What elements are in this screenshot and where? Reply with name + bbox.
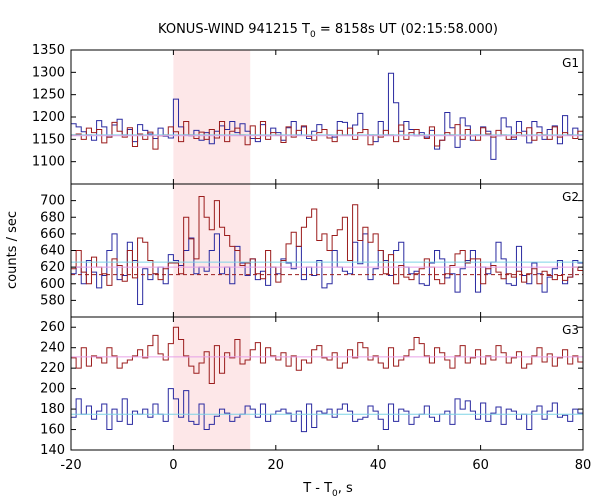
panel-label-g3: G3 <box>562 323 579 337</box>
x-axis-label: T - T0, s <box>302 481 353 499</box>
y-tick-label: 200 <box>40 382 65 397</box>
y-tick-label: 240 <box>40 341 65 356</box>
y-tick-label: 260 <box>40 320 65 335</box>
y-tick-label: 660 <box>40 227 65 242</box>
title-rest: = 8158s UT (02:15:58.000) <box>316 22 498 37</box>
panel-series-g3 <box>71 326 583 433</box>
panel-series-g2 <box>71 195 583 306</box>
y-tick-label: 640 <box>40 244 65 259</box>
title-subscript: 0 <box>310 30 316 40</box>
x-tick-label: 80 <box>575 458 592 473</box>
panel-frame-g1 <box>70 49 584 185</box>
y-tick-label: 160 <box>40 423 65 438</box>
y-tick-label: 580 <box>40 293 65 308</box>
x-tick-label: 20 <box>268 458 285 473</box>
panel-series-g1 <box>71 72 583 160</box>
x-tick-label: 60 <box>472 458 489 473</box>
y-tick-label: 1350 <box>32 43 65 58</box>
series-g1-red-1 <box>71 120 583 150</box>
x-tick-label: -20 <box>60 458 81 473</box>
panel-label-g2: G2 <box>562 190 579 204</box>
title-main: KONUS-WIND 941215 T <box>158 22 310 37</box>
series-g2-blue-0 <box>71 233 583 306</box>
panel-frame-g3 <box>70 316 584 451</box>
chart-title: KONUS-WIND 941215 T0 = 8158s UT (02:15:5… <box>158 22 498 40</box>
y-axis-label: counts / sec <box>5 211 20 289</box>
y-tick-label: 1100 <box>32 155 65 170</box>
x-tick-label: 0 <box>169 458 177 473</box>
series-g3-blue-0 <box>71 388 583 433</box>
series-g1-blue-0 <box>71 72 583 160</box>
panel-frames <box>70 49 584 451</box>
y-tick-label: 1300 <box>32 65 65 80</box>
y-tick-label: 600 <box>40 277 65 292</box>
x-axis-label-subscript: 0 <box>332 489 338 499</box>
y-tick-label: 620 <box>40 260 65 275</box>
y-tick-label: 180 <box>40 402 65 417</box>
panel-label-g1: G1 <box>562 56 579 70</box>
series-layer <box>71 72 583 433</box>
x-axis-label-main: T - T <box>302 481 332 496</box>
y-tick-label: 700 <box>40 194 65 209</box>
series-g2-red-1 <box>71 195 583 286</box>
x-tick-label: 40 <box>370 458 387 473</box>
y-tick-label: 220 <box>40 361 65 376</box>
y-tick-label: 140 <box>40 443 65 458</box>
y-tick-label: 1200 <box>32 110 65 125</box>
y-tick-label: 1150 <box>32 132 65 147</box>
tick-labels: 110011501200125013001350G158060062064066… <box>32 43 591 473</box>
y-tick-label: 680 <box>40 210 65 225</box>
y-tick-label: 1250 <box>32 88 65 103</box>
series-g3-red-1 <box>71 326 583 384</box>
x-axis-label-rest: , s <box>338 481 353 496</box>
